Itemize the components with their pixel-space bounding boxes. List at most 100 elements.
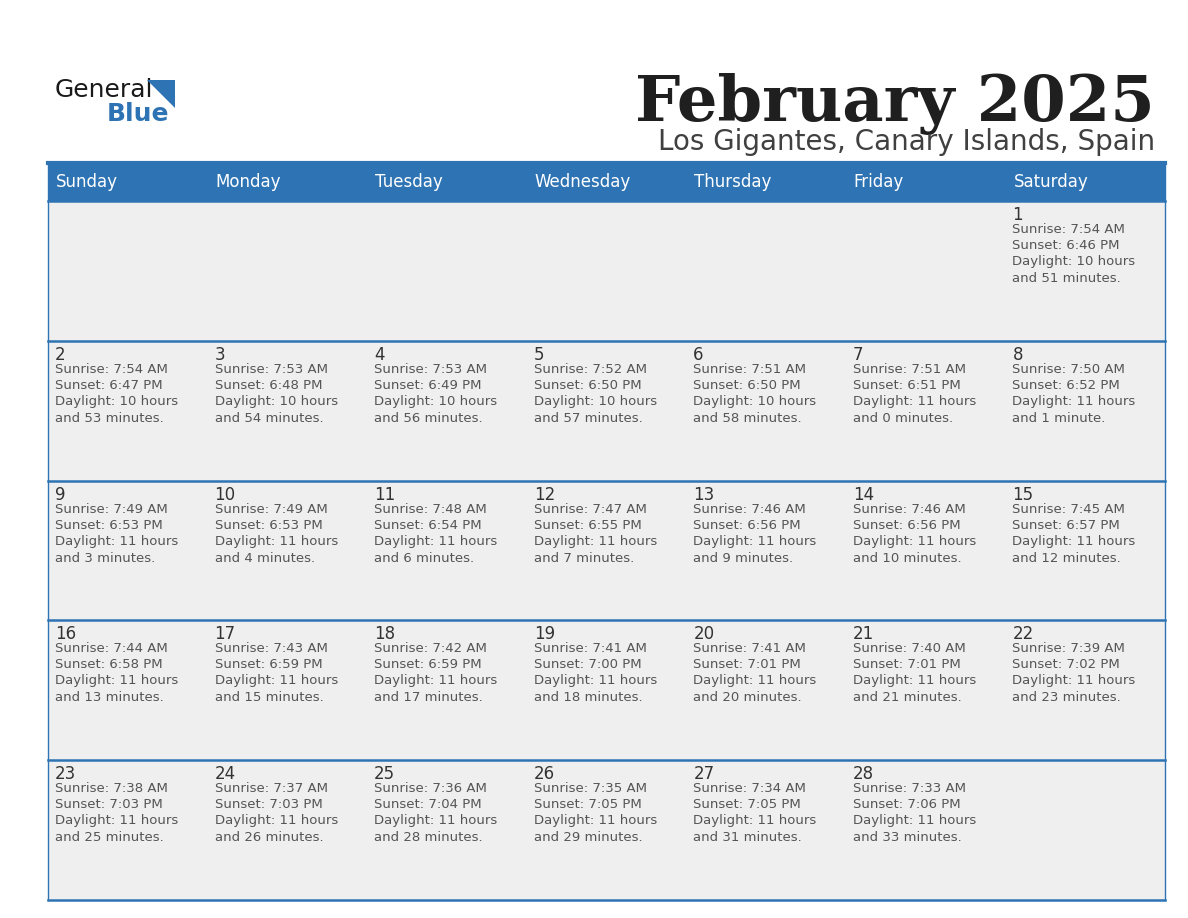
- Bar: [1005, 760, 1165, 900]
- Text: Daylight: 11 hours
and 3 minutes.: Daylight: 11 hours and 3 minutes.: [55, 534, 178, 565]
- Text: Daylight: 10 hours
and 54 minutes.: Daylight: 10 hours and 54 minutes.: [215, 395, 337, 425]
- Bar: [367, 760, 526, 900]
- Text: Sunrise: 7:35 AM: Sunrise: 7:35 AM: [533, 782, 646, 795]
- Text: Daylight: 11 hours
and 1 minute.: Daylight: 11 hours and 1 minute.: [1012, 395, 1136, 425]
- Text: Sunrise: 7:39 AM: Sunrise: 7:39 AM: [1012, 643, 1125, 655]
- Text: Sunrise: 7:46 AM: Sunrise: 7:46 AM: [853, 502, 966, 516]
- Text: Sunrise: 7:49 AM: Sunrise: 7:49 AM: [55, 502, 168, 516]
- Text: Monday: Monday: [215, 173, 282, 191]
- Text: Sunset: 7:06 PM: Sunset: 7:06 PM: [853, 798, 960, 812]
- Text: Daylight: 11 hours
and 4 minutes.: Daylight: 11 hours and 4 minutes.: [215, 534, 337, 565]
- Text: Sunrise: 7:44 AM: Sunrise: 7:44 AM: [55, 643, 168, 655]
- Text: Sunrise: 7:51 AM: Sunrise: 7:51 AM: [694, 363, 807, 375]
- Text: Sunset: 7:01 PM: Sunset: 7:01 PM: [853, 658, 961, 671]
- Text: Sunset: 6:55 PM: Sunset: 6:55 PM: [533, 519, 642, 532]
- Bar: [208, 341, 367, 481]
- Bar: [48, 621, 208, 760]
- Bar: [687, 621, 846, 760]
- Text: Sunrise: 7:48 AM: Sunrise: 7:48 AM: [374, 502, 487, 516]
- Text: Sunrise: 7:37 AM: Sunrise: 7:37 AM: [215, 782, 328, 795]
- Text: Blue: Blue: [107, 102, 170, 126]
- Bar: [846, 760, 1005, 900]
- Bar: [367, 481, 526, 621]
- Text: Sunset: 6:59 PM: Sunset: 6:59 PM: [374, 658, 482, 671]
- Bar: [526, 201, 687, 341]
- Text: 28: 28: [853, 766, 874, 783]
- Text: Sunset: 6:57 PM: Sunset: 6:57 PM: [1012, 519, 1120, 532]
- Text: Sunrise: 7:53 AM: Sunrise: 7:53 AM: [374, 363, 487, 375]
- Text: Daylight: 11 hours
and 23 minutes.: Daylight: 11 hours and 23 minutes.: [1012, 675, 1136, 704]
- Text: Daylight: 11 hours
and 7 minutes.: Daylight: 11 hours and 7 minutes.: [533, 534, 657, 565]
- Text: Sunrise: 7:47 AM: Sunrise: 7:47 AM: [533, 502, 646, 516]
- Text: 4: 4: [374, 346, 385, 364]
- Bar: [526, 760, 687, 900]
- Text: Sunday: Sunday: [56, 173, 118, 191]
- Text: Sunset: 6:49 PM: Sunset: 6:49 PM: [374, 379, 481, 392]
- Bar: [846, 621, 1005, 760]
- Polygon shape: [147, 80, 175, 108]
- Text: Daylight: 11 hours
and 18 minutes.: Daylight: 11 hours and 18 minutes.: [533, 675, 657, 704]
- Bar: [687, 760, 846, 900]
- Text: Tuesday: Tuesday: [375, 173, 443, 191]
- Bar: [48, 201, 208, 341]
- Text: Daylight: 11 hours
and 21 minutes.: Daylight: 11 hours and 21 minutes.: [853, 675, 977, 704]
- Text: 5: 5: [533, 346, 544, 364]
- Text: Sunrise: 7:50 AM: Sunrise: 7:50 AM: [1012, 363, 1125, 375]
- Text: 19: 19: [533, 625, 555, 644]
- Text: Sunset: 7:05 PM: Sunset: 7:05 PM: [533, 798, 642, 812]
- Bar: [367, 621, 526, 760]
- Text: Sunset: 6:50 PM: Sunset: 6:50 PM: [694, 379, 801, 392]
- Bar: [367, 341, 526, 481]
- Text: 22: 22: [1012, 625, 1034, 644]
- Bar: [208, 481, 367, 621]
- Text: Daylight: 11 hours
and 15 minutes.: Daylight: 11 hours and 15 minutes.: [215, 675, 337, 704]
- Text: Sunset: 6:53 PM: Sunset: 6:53 PM: [215, 519, 322, 532]
- Text: Sunset: 7:03 PM: Sunset: 7:03 PM: [55, 798, 163, 812]
- Text: February 2025: February 2025: [636, 73, 1155, 135]
- Text: 24: 24: [215, 766, 235, 783]
- Bar: [687, 201, 846, 341]
- Bar: [208, 201, 367, 341]
- Bar: [1005, 481, 1165, 621]
- Text: Sunrise: 7:54 AM: Sunrise: 7:54 AM: [1012, 223, 1125, 236]
- Bar: [846, 481, 1005, 621]
- Text: Daylight: 11 hours
and 31 minutes.: Daylight: 11 hours and 31 minutes.: [694, 814, 816, 845]
- Text: Daylight: 11 hours
and 12 minutes.: Daylight: 11 hours and 12 minutes.: [1012, 534, 1136, 565]
- Text: 20: 20: [694, 625, 714, 644]
- Text: Daylight: 10 hours
and 53 minutes.: Daylight: 10 hours and 53 minutes.: [55, 395, 178, 425]
- Text: Daylight: 10 hours
and 57 minutes.: Daylight: 10 hours and 57 minutes.: [533, 395, 657, 425]
- Text: Sunset: 6:48 PM: Sunset: 6:48 PM: [215, 379, 322, 392]
- Text: Daylight: 11 hours
and 20 minutes.: Daylight: 11 hours and 20 minutes.: [694, 675, 816, 704]
- Text: Sunrise: 7:54 AM: Sunrise: 7:54 AM: [55, 363, 168, 375]
- Text: Sunset: 6:59 PM: Sunset: 6:59 PM: [215, 658, 322, 671]
- Bar: [48, 481, 208, 621]
- Text: 18: 18: [374, 625, 396, 644]
- Text: 26: 26: [533, 766, 555, 783]
- Text: Daylight: 11 hours
and 13 minutes.: Daylight: 11 hours and 13 minutes.: [55, 675, 178, 704]
- Text: Sunrise: 7:53 AM: Sunrise: 7:53 AM: [215, 363, 328, 375]
- Text: Daylight: 11 hours
and 33 minutes.: Daylight: 11 hours and 33 minutes.: [853, 814, 977, 845]
- Text: Sunrise: 7:36 AM: Sunrise: 7:36 AM: [374, 782, 487, 795]
- Bar: [526, 621, 687, 760]
- Bar: [48, 163, 1165, 201]
- Text: Sunrise: 7:43 AM: Sunrise: 7:43 AM: [215, 643, 328, 655]
- Text: 9: 9: [55, 486, 65, 504]
- Text: Sunrise: 7:51 AM: Sunrise: 7:51 AM: [853, 363, 966, 375]
- Text: Sunset: 6:50 PM: Sunset: 6:50 PM: [533, 379, 642, 392]
- Text: Sunrise: 7:38 AM: Sunrise: 7:38 AM: [55, 782, 168, 795]
- Text: 1: 1: [1012, 206, 1023, 224]
- Bar: [208, 760, 367, 900]
- Bar: [526, 481, 687, 621]
- Text: 17: 17: [215, 625, 235, 644]
- Text: 10: 10: [215, 486, 235, 504]
- Bar: [846, 341, 1005, 481]
- Text: Thursday: Thursday: [694, 173, 772, 191]
- Text: Sunset: 6:52 PM: Sunset: 6:52 PM: [1012, 379, 1120, 392]
- Text: 8: 8: [1012, 346, 1023, 364]
- Text: Friday: Friday: [854, 173, 904, 191]
- Bar: [846, 201, 1005, 341]
- Text: Sunset: 7:03 PM: Sunset: 7:03 PM: [215, 798, 322, 812]
- Text: 14: 14: [853, 486, 874, 504]
- Bar: [1005, 621, 1165, 760]
- Text: Sunrise: 7:33 AM: Sunrise: 7:33 AM: [853, 782, 966, 795]
